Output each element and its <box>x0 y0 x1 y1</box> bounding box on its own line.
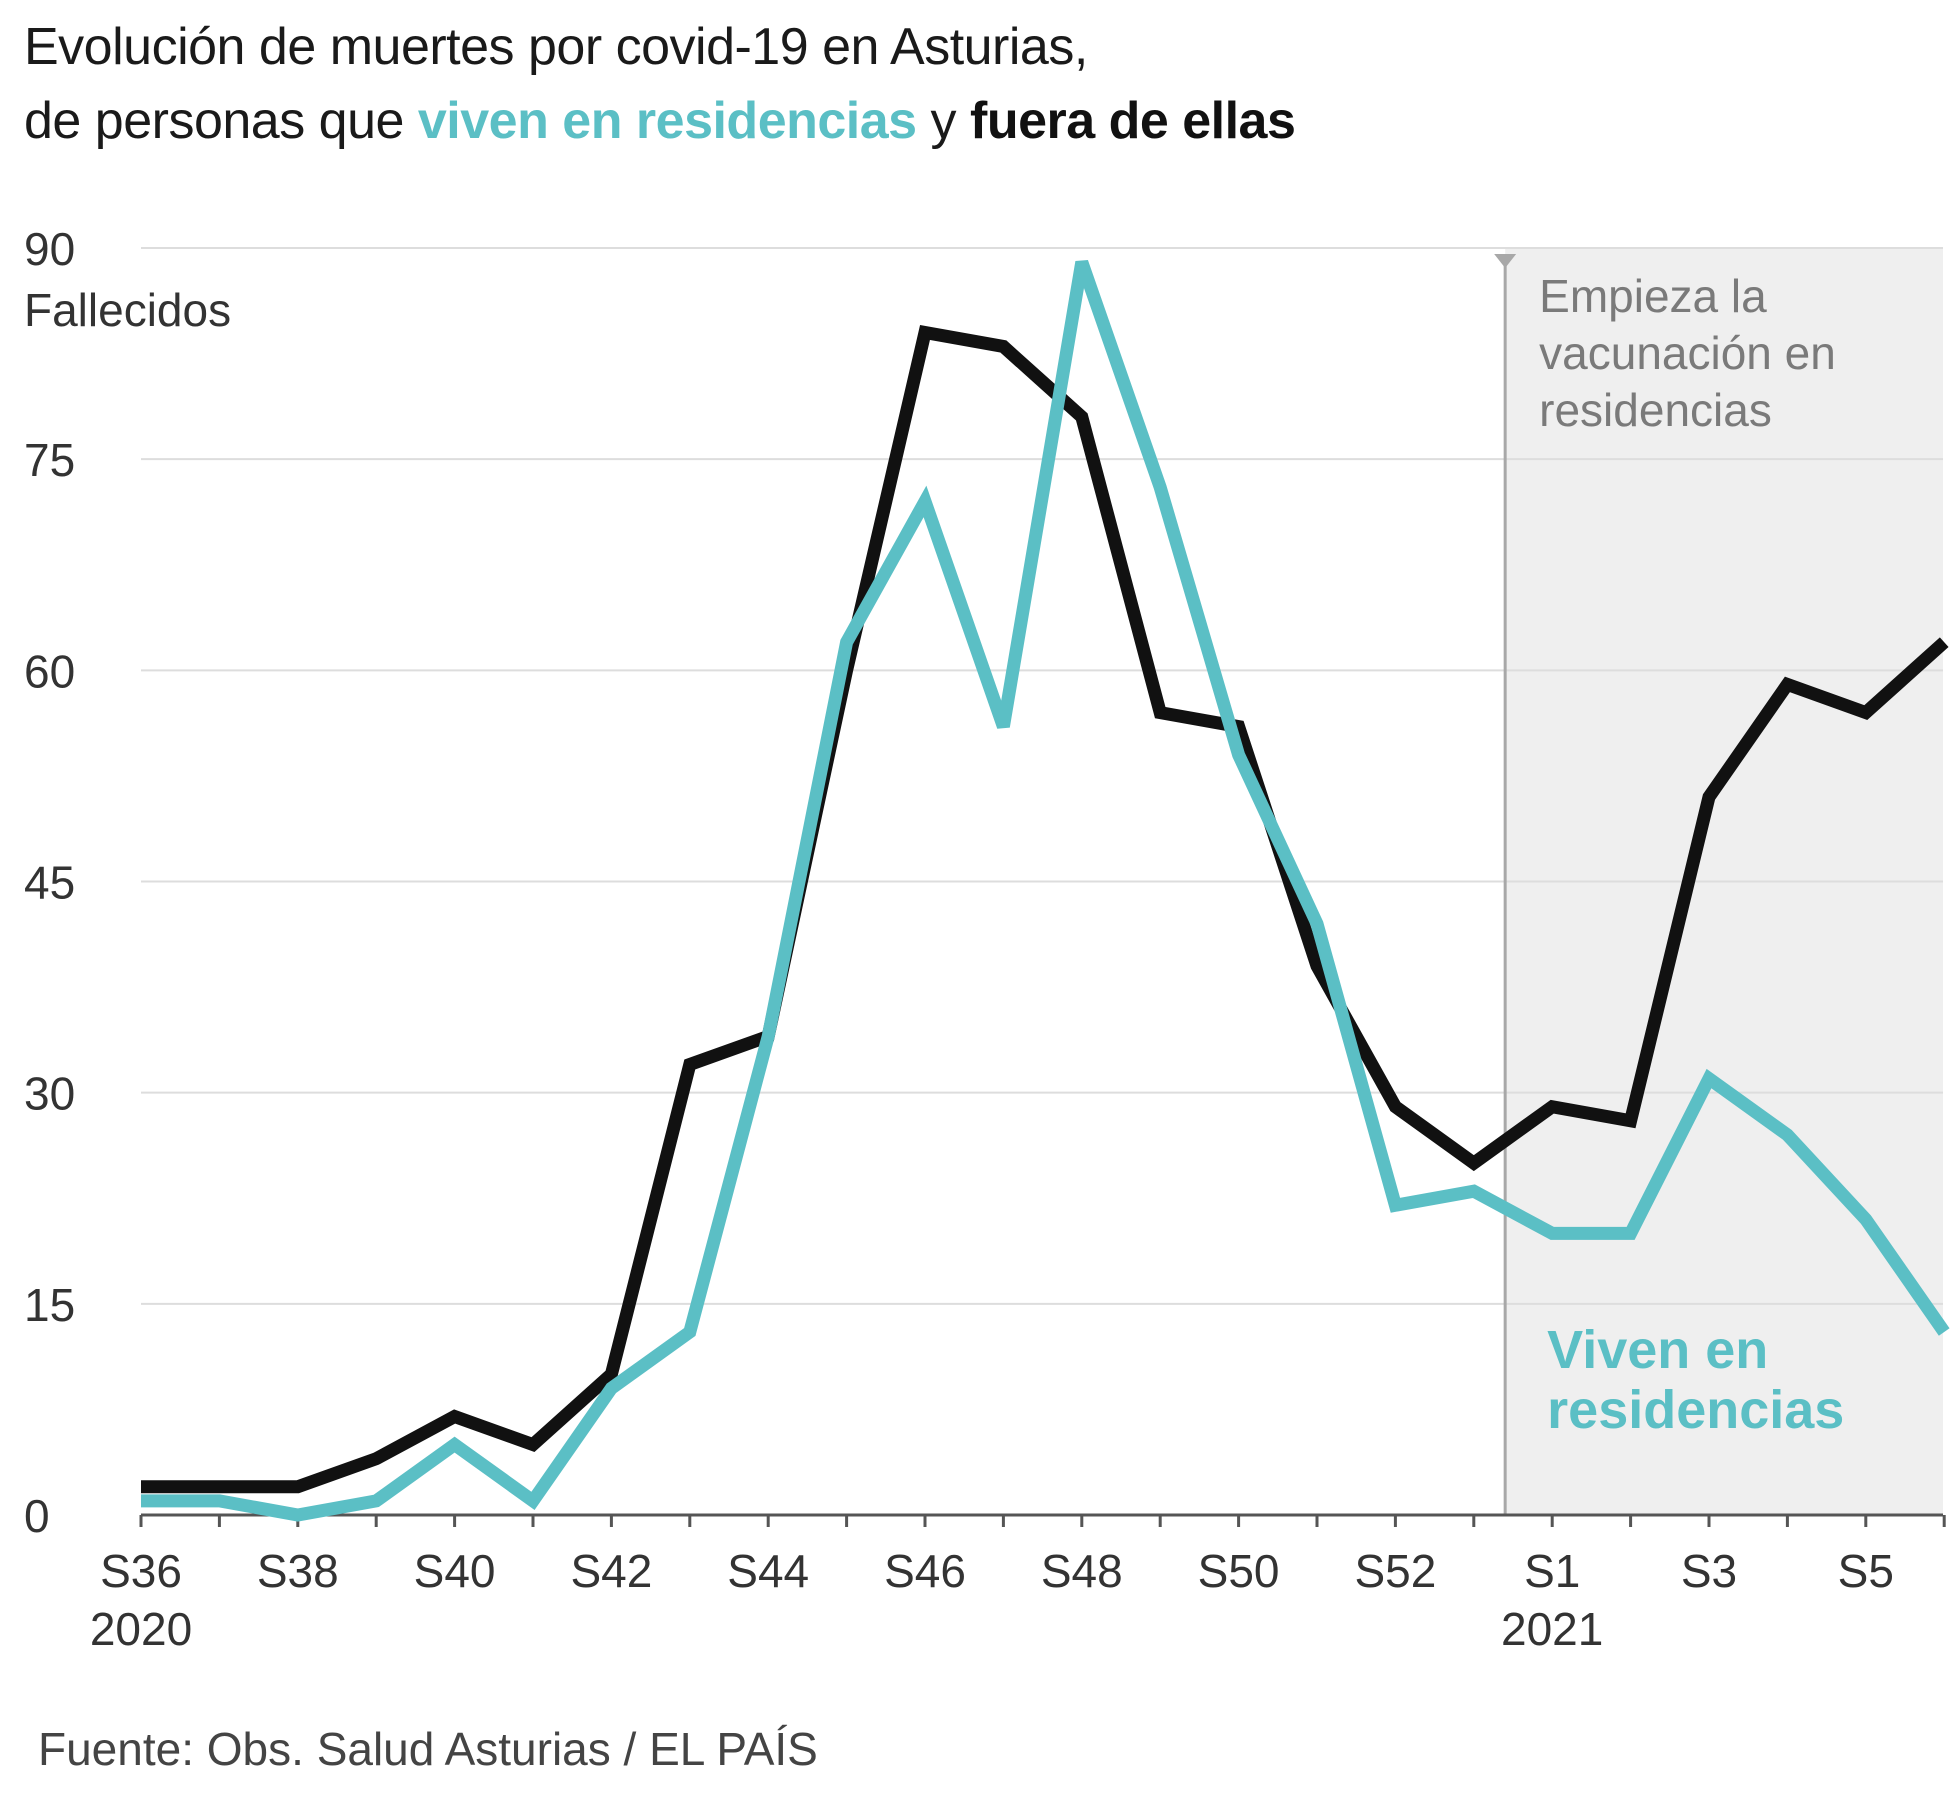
x-tick-label: S38 <box>257 1545 339 1597</box>
series-line-outside <box>141 325 1949 1494</box>
x-tick-label: S1 <box>1524 1545 1580 1597</box>
x-tick-label: S48 <box>1041 1545 1123 1597</box>
x-tick-label: S52 <box>1354 1545 1436 1597</box>
residences-series-label-line: residencias <box>1547 1380 1844 1440</box>
title-line-1: Evolución de muertes por covid-19 en Ast… <box>24 18 1088 76</box>
y-tick-label: 90 <box>24 223 75 275</box>
y-tick-label: 30 <box>24 1068 75 1120</box>
x-tick-label: S50 <box>1198 1545 1280 1597</box>
title-residences-highlight: viven en residencias <box>417 92 917 150</box>
x-tick-label: S44 <box>727 1545 809 1597</box>
y-tick-label: 0 <box>24 1490 50 1542</box>
y-tick-label: 60 <box>24 645 75 697</box>
x-tick-label: S40 <box>414 1545 496 1597</box>
source-note: Fuente: Obs. Salud Asturias / EL PAÍS <box>38 1723 818 1775</box>
series-line-residences <box>141 259 1950 1522</box>
vaccination-annotation-line: residencias <box>1539 384 1772 436</box>
vaccination-marker-triangle <box>1494 254 1517 268</box>
x-tick-label: S42 <box>570 1545 652 1597</box>
vaccination-annotation-line: Empieza la <box>1539 270 1767 322</box>
residences-series-label-line: Viven en <box>1547 1320 1768 1380</box>
y-axis-label: Fallecidos <box>24 284 231 336</box>
y-tick-label: 45 <box>24 857 75 909</box>
vaccination-annotation-line: vacunación en <box>1539 327 1836 379</box>
x-year-label: 2021 <box>1501 1603 1603 1655</box>
x-tick-label: S46 <box>884 1545 966 1597</box>
x-tick-label: S5 <box>1838 1545 1894 1597</box>
x-tick-label: S3 <box>1681 1545 1737 1597</box>
y-tick-label: 75 <box>24 434 75 486</box>
y-tick-label: 15 <box>24 1279 75 1331</box>
title-line-2-middle: y <box>916 92 970 150</box>
x-tick-label: S36 <box>100 1545 182 1597</box>
title-line-2-prefix: de personas que <box>24 92 418 150</box>
chart-title: Evolución de muertes por covid-19 en Ast… <box>24 10 1296 158</box>
x-year-label: 2020 <box>90 1603 192 1655</box>
title-outside-highlight: fuera de ellas <box>970 92 1296 150</box>
line-chart: 0 15 30 45 60 75 90 Fallecidos S36 S38 S40 S42 S44 S4… <box>24 223 1950 1655</box>
